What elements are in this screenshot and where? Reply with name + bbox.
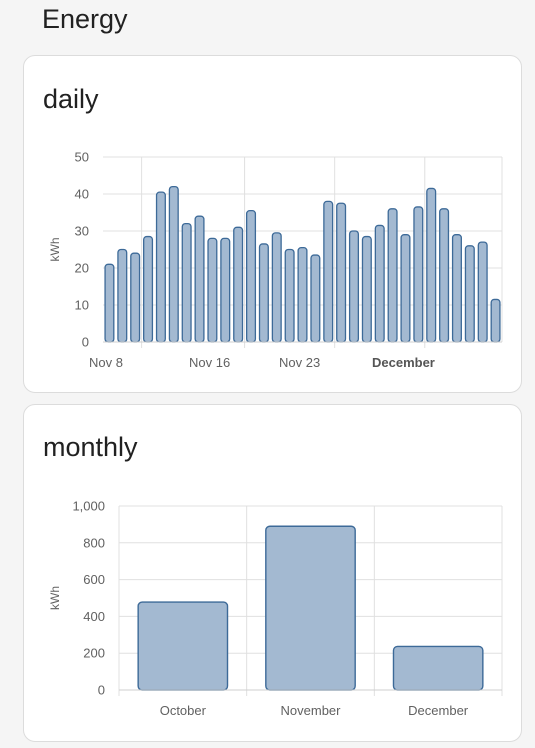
- page-title: Energy: [42, 4, 128, 34]
- daily-bar: [104, 263, 115, 343]
- daily-bar: [464, 245, 475, 343]
- daily-bar: [361, 235, 372, 343]
- y-tick-label: 400: [83, 609, 105, 624]
- daily-bar: [258, 243, 269, 343]
- y-tick-label: 0: [82, 335, 89, 350]
- daily-bar: [207, 237, 218, 343]
- monthly-bar: [265, 525, 356, 691]
- x-tick-label: Nov 16: [189, 355, 230, 370]
- daily-bar: [439, 208, 450, 343]
- daily-bar: [220, 237, 231, 343]
- y-tick-label: 800: [83, 535, 105, 550]
- daily-bar: [490, 298, 501, 343]
- daily-bar: [426, 187, 437, 343]
- x-tick-label: Nov 8: [89, 355, 123, 370]
- monthly-bar: [137, 601, 229, 691]
- y-tick-label: 1,000: [72, 499, 105, 514]
- y-tick-label: 600: [83, 572, 105, 587]
- daily-bar: [155, 191, 166, 343]
- daily-bar: [194, 215, 205, 343]
- daily-bar: [117, 248, 128, 343]
- x-tick-label: Nov 23: [279, 355, 320, 370]
- daily-bar: [374, 224, 385, 343]
- x-tick-label: December: [372, 355, 435, 370]
- daily-bar: [168, 185, 179, 343]
- daily-bar: [348, 230, 360, 343]
- y-tick-label: 40: [75, 187, 89, 202]
- monthly-chart-card: monthly 0 200 400 600 800 1,000 October Novembe…: [23, 404, 522, 742]
- daily-bar: [130, 252, 141, 343]
- daily-bar: [451, 234, 462, 343]
- x-tick-label: November: [281, 703, 342, 718]
- monthly-chart-title: monthly: [43, 432, 138, 462]
- daily-bar: [271, 232, 282, 343]
- daily-bar: [143, 235, 154, 343]
- monthly-bar: [392, 645, 484, 691]
- y-axis-label: kWh: [48, 238, 62, 262]
- daily-bar: [400, 234, 411, 343]
- y-axis-label: kWh: [48, 586, 62, 610]
- daily-bar: [297, 246, 308, 343]
- daily-bar: [336, 202, 347, 343]
- y-tick-label: 50: [75, 150, 89, 165]
- y-tick-label: 30: [75, 224, 89, 239]
- daily-bar: [413, 206, 424, 343]
- monthly-chart: 0 200 400 600 800 1,000 October November Decembe…: [48, 499, 503, 718]
- y-tick-label: 0: [98, 683, 105, 698]
- daily-bar: [477, 241, 488, 343]
- daily-chart-title: daily: [43, 84, 99, 114]
- daily-chart-card: daily 0 10 20 30 40 50 Nov 8 Nov 16 Nov 23 Decemb…: [23, 55, 522, 393]
- daily-bar: [245, 209, 257, 343]
- daily-bar: [284, 248, 295, 343]
- x-tick-label: October: [160, 703, 207, 718]
- daily-bar: [323, 200, 334, 343]
- daily-bar: [233, 226, 244, 343]
- y-tick-label: 10: [75, 298, 89, 313]
- daily-chart: 0 10 20 30 40 50 Nov 8 Nov 16 Nov 23 December kWh: [48, 150, 503, 370]
- daily-bar: [181, 222, 192, 343]
- x-tick-label: December: [408, 703, 469, 718]
- daily-bar: [310, 254, 321, 343]
- y-tick-label: 20: [75, 261, 89, 276]
- y-tick-label: 200: [83, 646, 105, 661]
- daily-bar: [387, 208, 398, 343]
